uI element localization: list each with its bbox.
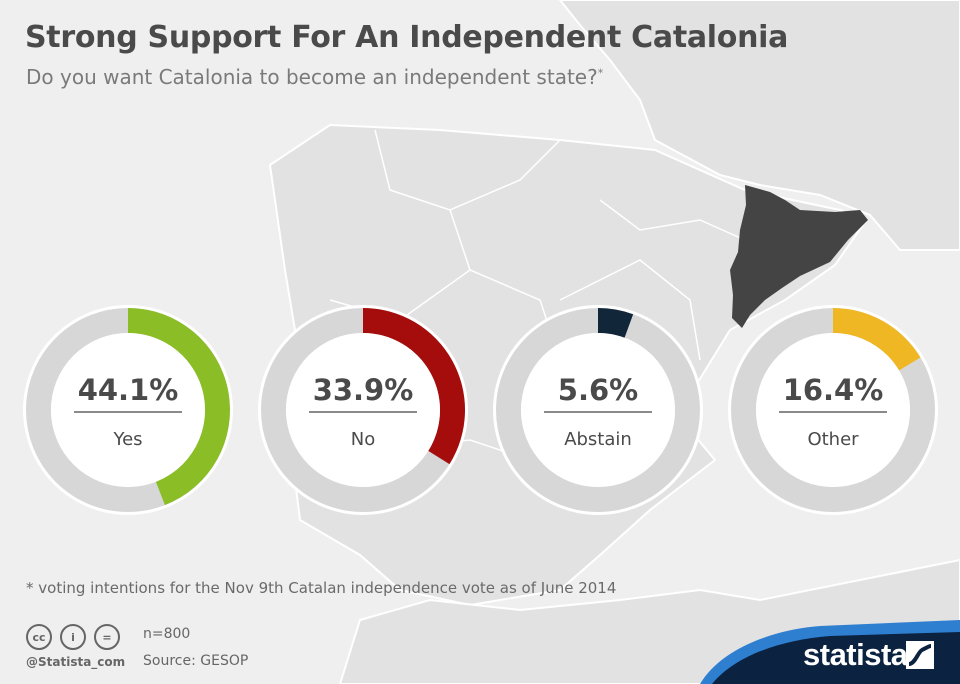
donut-abstain: 5.6% Abstain [493,305,703,515]
source-text: Source: GESOP [143,653,249,669]
value-label: 5.6% [558,373,638,407]
subtitle-footnote-mark: * [597,66,604,80]
donut-center [286,333,440,487]
donut-slice-no [363,308,465,465]
value-label: 44.1% [78,373,179,407]
france-shape [558,0,960,251]
chart-subtitle: Do you want Catalonia to become an indep… [26,65,603,89]
subtitle-text: Do you want Catalonia to become an indep… [26,65,598,89]
footnote: * voting intentions for the Nov 9th Cata… [26,579,617,597]
value-label: 33.9% [313,373,414,407]
donut-yes: 44.1% Yes [23,305,233,515]
license-icons: cc i = [26,624,120,650]
statista-handle[interactable]: @Statista_com [26,655,126,669]
category-label: Abstain [564,429,632,450]
donut-other: 16.4% Other [728,305,938,515]
donut-slice-abstain [598,308,634,338]
donut-center [521,333,675,487]
donut-no: 33.9% No [258,305,468,515]
donut-slice-yes [128,308,230,506]
donut-center [756,333,910,487]
value-label: 16.4% [783,373,884,407]
statista-logo[interactable]: statista [803,637,908,672]
chart-title: Strong Support For An Independent Catalo… [25,20,789,55]
category-label: No [351,429,375,450]
donut-slice-other [833,308,921,371]
category-label: Other [807,429,859,450]
cc-icon[interactable]: cc [26,624,52,650]
no-derivatives-icon[interactable]: = [94,624,120,650]
category-label: Yes [112,429,142,450]
donut-center [51,333,205,487]
attribution-icon[interactable]: i [60,624,86,650]
sample-size: n=800 [143,626,191,642]
catalonia-shape [730,185,868,328]
